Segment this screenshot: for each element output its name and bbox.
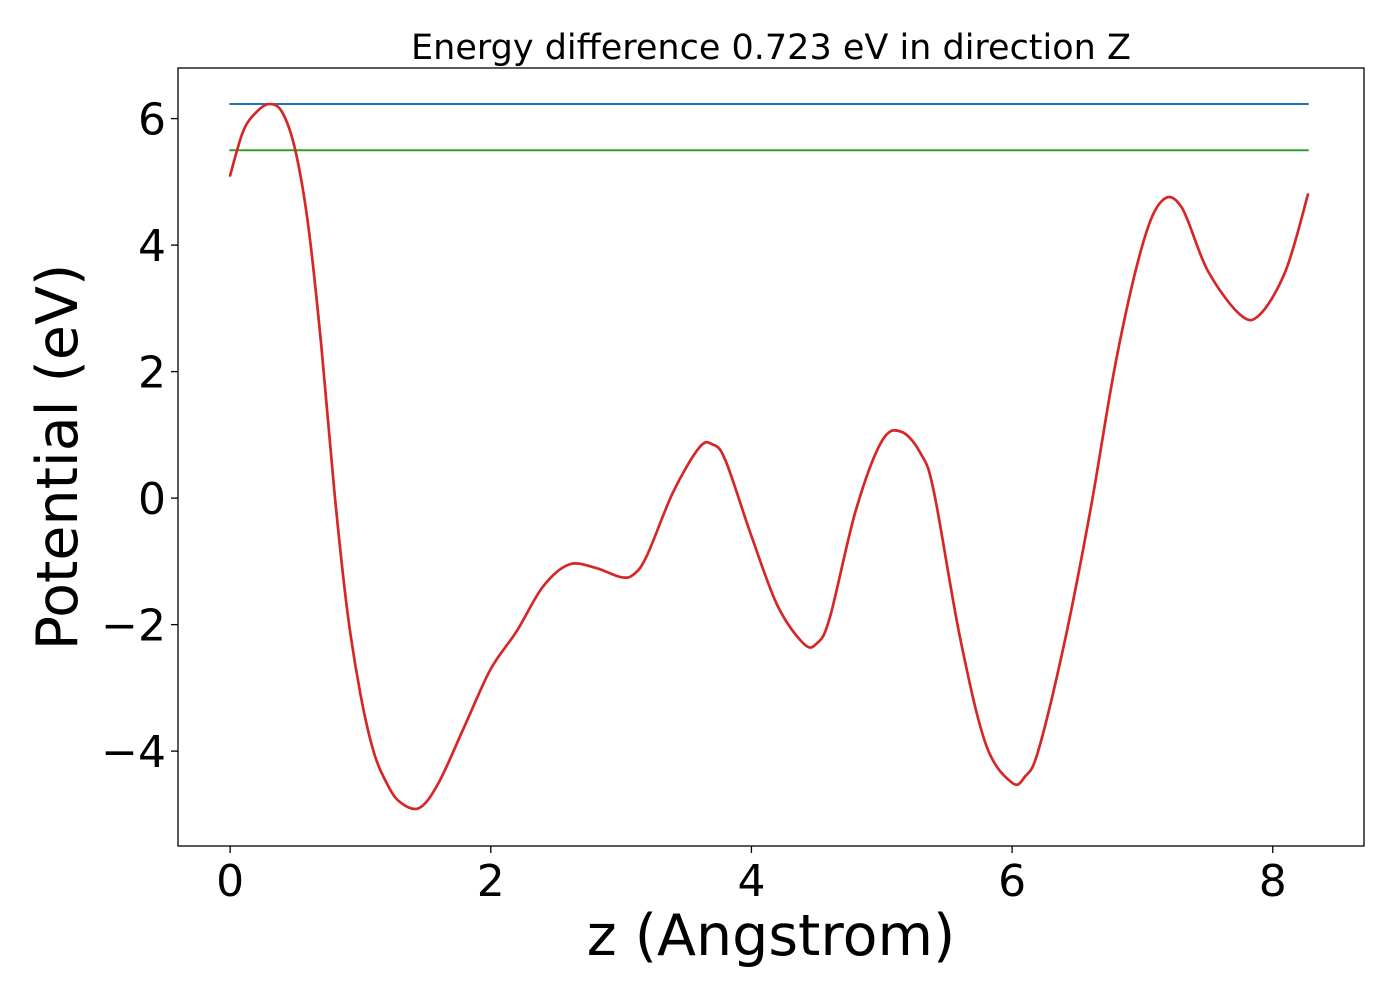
- y-tick-label: −4: [101, 727, 166, 778]
- potential-curve: [228, 102, 1310, 811]
- x-tick-label: 6: [998, 856, 1026, 907]
- y-tick-label: 0: [138, 474, 166, 525]
- plot-lines: [228, 102, 1310, 811]
- x-axis-label: z (Angstrom): [587, 903, 955, 969]
- plot-frame: [177, 67, 1365, 847]
- y-tick-label: 6: [138, 95, 166, 146]
- chart-title: Energy difference 0.723 eV in direction …: [411, 28, 1131, 68]
- y-axis-label: Potential (eV): [25, 264, 91, 650]
- y-axis: −4 −2 0 2 4 6: [101, 95, 178, 778]
- x-axis: 0 2 4 6 8: [216, 846, 1287, 907]
- x-tick-label: 2: [477, 856, 505, 907]
- x-tick-label: 4: [737, 856, 765, 907]
- x-tick-label: 0: [216, 856, 244, 907]
- x-tick-label: 8: [1259, 856, 1287, 907]
- y-tick-label: 2: [138, 348, 166, 399]
- y-tick-label: 4: [138, 221, 166, 272]
- y-tick-label: −2: [101, 601, 166, 652]
